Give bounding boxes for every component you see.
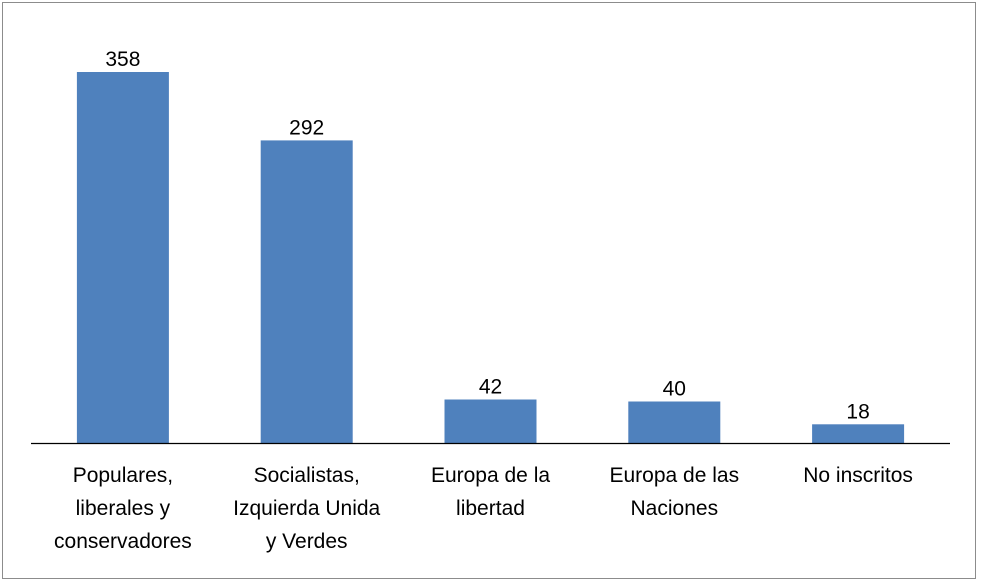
- category-labels-layer: Populares, liberales y conservadores Social…: [54, 464, 913, 553]
- value-label-1: 358: [105, 48, 140, 71]
- category-label-3: Europa de la libertad: [431, 464, 550, 520]
- value-label-4: 40: [663, 378, 686, 401]
- bar-1: [76, 72, 169, 443]
- category-label-2: Socialistas, Izquierda Unida y Verdes: [233, 464, 380, 553]
- value-label-5: 18: [846, 400, 869, 423]
- bars-layer: [76, 72, 905, 443]
- bar-4: [628, 401, 721, 443]
- category-label-4: Europa de las Naciones: [610, 464, 740, 520]
- bar-5: [812, 424, 905, 443]
- bar-2: [260, 140, 353, 443]
- bar-3: [444, 399, 537, 443]
- category-label-5: No inscritos: [803, 464, 913, 487]
- labels-layer: 358 292 42 40 18: [105, 48, 869, 423]
- value-label-3: 42: [479, 376, 502, 399]
- category-label-1: Populares, liberales y conservadores: [54, 464, 192, 553]
- value-label-2: 292: [289, 116, 324, 139]
